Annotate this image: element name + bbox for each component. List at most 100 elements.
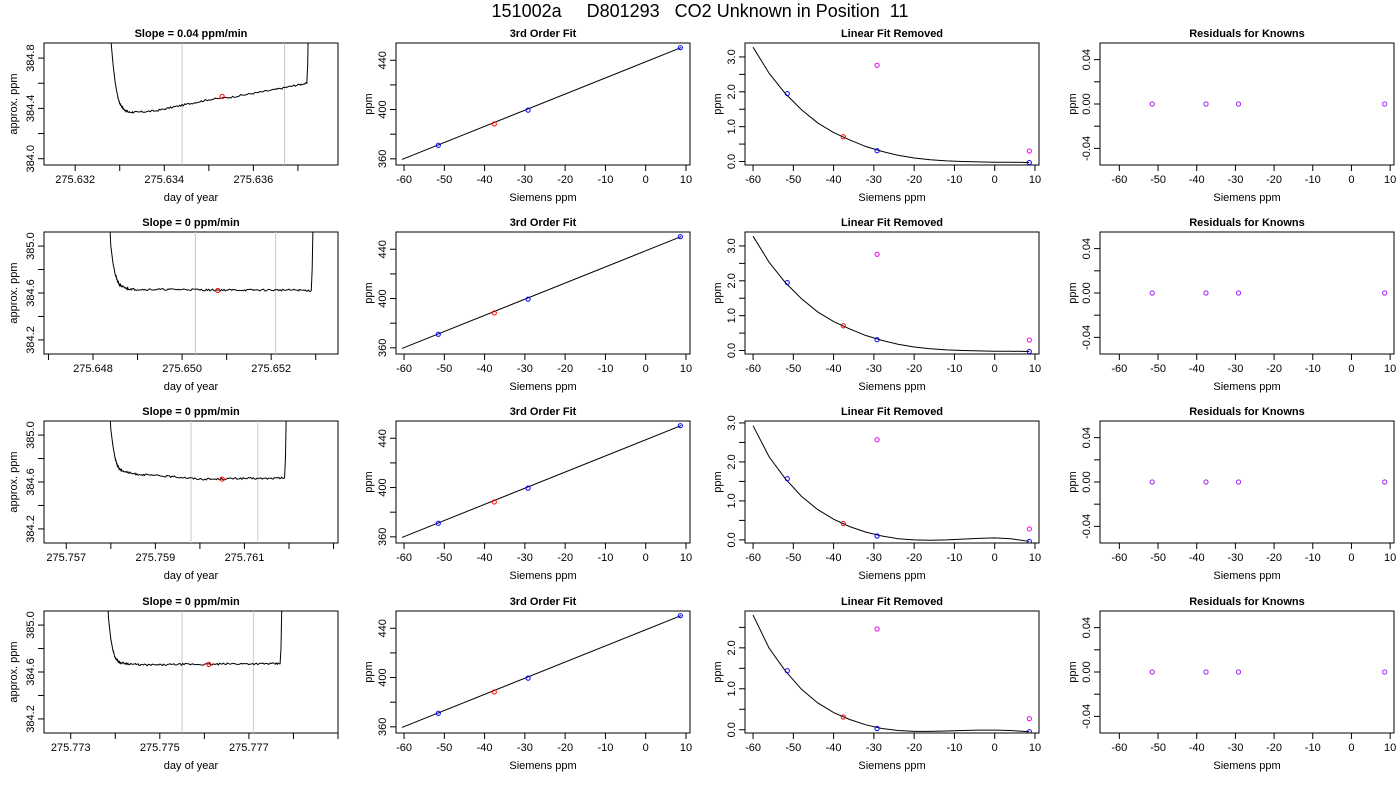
- y-tick-label: 360: [377, 528, 389, 546]
- plot-area: [110, 43, 309, 165]
- known-point: [784, 90, 790, 97]
- x-tick-label: 0: [1348, 363, 1354, 375]
- panel-r1-c2: 3rd Order Fit -60 -50 -40 -30 -20 -10 0 10 Siemen…: [363, 28, 692, 204]
- x-axis-label: day of year: [164, 760, 219, 772]
- x-tick-label: 10: [680, 174, 692, 186]
- x-tick-label: 0: [643, 363, 649, 375]
- x-tick-label: 10: [1029, 174, 1041, 186]
- y-tick-label: 384.8: [25, 44, 37, 72]
- plot-area: [752, 614, 1032, 733]
- unknown-sample-marker: [206, 661, 212, 667]
- y-tick-label: 2.0: [726, 640, 738, 655]
- unknown-sample-marker: [219, 476, 225, 482]
- panel-r3-c2: 3rd Order Fit -60 -50 -40 -30 -20 -10 0 10 Siemen…: [363, 406, 692, 582]
- y-tick-label: 0.0: [726, 722, 738, 737]
- panel-title: Linear Fit Removed: [841, 596, 943, 608]
- y-tick-label: 400: [377, 668, 389, 686]
- y-tick-label: 440: [377, 429, 389, 447]
- unknown-sample-marker: [215, 287, 221, 294]
- y-tick-label: 384.6: [25, 468, 37, 496]
- y-tick-label: 0.00: [1081, 93, 1093, 114]
- plot-area: [107, 611, 283, 733]
- x-tick-label: -20: [906, 363, 922, 375]
- y-axis-label: ppm: [1067, 282, 1079, 303]
- x-tick-label: 0: [643, 174, 649, 186]
- residual-point: [1203, 479, 1209, 485]
- known-point: [874, 533, 880, 539]
- x-tick-label: 0: [1348, 552, 1354, 564]
- x-tick-label: 10: [1384, 363, 1396, 375]
- x-tick-label: -40: [1189, 552, 1205, 564]
- x-tick-label: -10: [1305, 552, 1321, 564]
- residual-point: [1203, 669, 1209, 675]
- panel-title: Residuals for Knowns: [1189, 406, 1305, 418]
- residual-point: [1382, 290, 1388, 296]
- fit-line: [401, 47, 682, 160]
- x-tick-label: -50: [1150, 363, 1166, 375]
- x-tick-label: -20: [906, 552, 922, 564]
- x-tick-label: 10: [1029, 552, 1041, 564]
- y-tick-label: 1.0: [726, 119, 738, 134]
- panel-title: 3rd Order Fit: [510, 596, 577, 608]
- x-tick-label: -20: [557, 552, 573, 564]
- known-point: [874, 148, 880, 154]
- x-tick-label: 10: [680, 742, 692, 754]
- x-tick-label: 275.757: [46, 552, 86, 564]
- plot-area: [109, 232, 314, 354]
- y-tick-label: 0.00: [1081, 282, 1093, 303]
- residual-point: [1235, 101, 1242, 107]
- known-point: [435, 331, 441, 337]
- x-axis-label: Siemens ppm: [1213, 570, 1280, 582]
- x-tick-label: 10: [1029, 742, 1041, 754]
- panel-r4-c2: 3rd Order Fit -60 -50 -40 -30 -20 -10 0 10 Siemen…: [363, 596, 692, 772]
- x-tick-label: -10: [946, 363, 962, 375]
- x-tick-label: -40: [1189, 742, 1205, 754]
- y-axis-label: ppm: [363, 661, 375, 682]
- x-tick-label: -60: [1111, 363, 1127, 375]
- y-tick-label: 384.6: [25, 279, 37, 307]
- known-point: [677, 613, 683, 619]
- panel-r4-c1: Slope = 0 ppm/min 275.773 275.775 275.777 da…: [8, 596, 339, 772]
- y-tick-label: 2.0: [726, 454, 738, 469]
- x-tick-label: -60: [1111, 742, 1127, 754]
- offset-point: [874, 626, 880, 632]
- page-title: 151002a D801293 CO2 Unknown in Position …: [491, 1, 909, 21]
- known-point: [435, 520, 441, 526]
- x-tick-label: -20: [557, 363, 573, 375]
- residual-point: [1235, 479, 1242, 485]
- x-tick-label: -20: [1266, 174, 1282, 186]
- x-axis-label: Siemens ppm: [858, 570, 925, 582]
- x-axis-label: Siemens ppm: [509, 192, 576, 204]
- known-point: [677, 234, 683, 240]
- y-axis-label: approx. ppm: [8, 641, 20, 702]
- x-axis-label: Siemens ppm: [509, 381, 576, 393]
- x-tick-label: -30: [866, 552, 882, 564]
- panel-r2-c2: 3rd Order Fit -60 -50 -40 -30 -20 -10 0 10 Siemen…: [363, 217, 692, 393]
- plot-frame: [43, 610, 339, 734]
- x-axis-label: Siemens ppm: [1213, 381, 1280, 393]
- fit-line: [401, 615, 682, 728]
- plot-frame: [1099, 42, 1395, 166]
- x-tick-label: 10: [1029, 363, 1041, 375]
- y-axis-label: ppm: [1067, 471, 1079, 492]
- x-tick-label: -10: [597, 363, 613, 375]
- plot-area: [1149, 669, 1388, 675]
- x-tick-label: -20: [906, 174, 922, 186]
- x-axis-label: day of year: [164, 381, 219, 393]
- x-tick-label: -30: [1227, 174, 1243, 186]
- x-axis-label: day of year: [164, 192, 219, 204]
- known-point: [784, 279, 790, 286]
- x-tick-label: -30: [1227, 742, 1243, 754]
- known-point: [677, 423, 683, 429]
- y-tick-label: 384.2: [25, 515, 37, 543]
- panel-title: Residuals for Knowns: [1189, 217, 1305, 229]
- x-tick-label: -50: [1150, 742, 1166, 754]
- x-tick-label: -10: [946, 552, 962, 564]
- y-tick-label: 384.2: [25, 326, 37, 354]
- y-axis-label: ppm: [712, 661, 724, 682]
- y-tick-label: 360: [377, 339, 389, 357]
- y-axis-label: approx. ppm: [8, 451, 20, 512]
- offset-point: [1026, 337, 1032, 343]
- y-axis-label: ppm: [363, 93, 375, 114]
- y-axis-label: ppm: [712, 282, 724, 303]
